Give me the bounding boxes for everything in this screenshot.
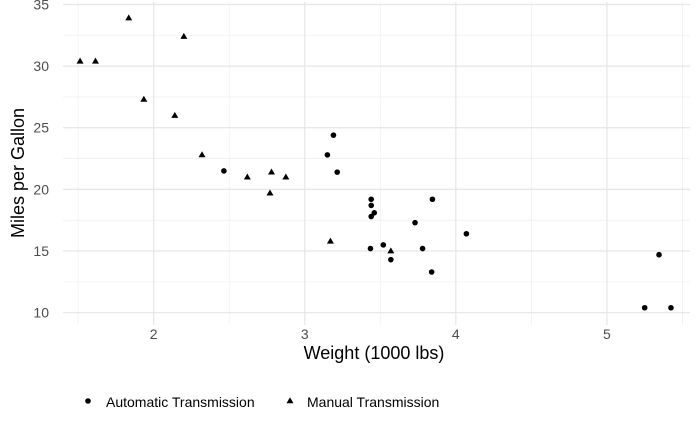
point-manual	[326, 237, 334, 244]
point-manual	[76, 57, 84, 64]
point-automatic	[368, 202, 375, 209]
point-automatic	[368, 213, 375, 220]
x-axis-title: Weight (1000 lbs)	[304, 343, 445, 363]
point-automatic	[463, 230, 470, 237]
point-automatic	[668, 304, 674, 311]
point-automatic	[656, 251, 662, 258]
y-tick-label: 25	[33, 120, 49, 136]
x-tick-label: 5	[603, 326, 611, 342]
point-manual	[125, 14, 133, 21]
point-automatic	[221, 168, 227, 174]
point-manual	[91, 57, 99, 64]
point-manual	[198, 151, 206, 158]
point-manual	[267, 168, 275, 175]
legend-label-automatic: Automatic Transmission	[106, 394, 255, 410]
legend-item-automatic: Automatic Transmission	[85, 394, 255, 410]
x-axis-ticks: 2 3 4 5	[150, 326, 611, 342]
legend-label-manual: Manual Transmission	[307, 394, 439, 410]
point-automatic	[367, 245, 374, 252]
x-tick-label: 3	[301, 326, 309, 342]
point-automatic	[428, 269, 435, 275]
point-automatic	[330, 132, 337, 138]
point-manual	[387, 247, 395, 254]
grid	[63, 2, 690, 325]
legend-circle-marker	[85, 398, 91, 404]
point-automatic	[429, 196, 436, 203]
data-points	[76, 14, 674, 311]
point-manual	[140, 95, 148, 102]
point-automatic	[412, 219, 418, 226]
point-manual	[243, 173, 251, 180]
point-automatic	[371, 210, 378, 216]
point-manual	[171, 111, 179, 118]
y-tick-label: 30	[33, 58, 49, 74]
point-manual	[180, 32, 188, 39]
x-tick-label: 2	[150, 326, 158, 342]
point-automatic	[641, 304, 648, 311]
y-axis-ticks: 10 15 20 25 30 35	[33, 0, 49, 321]
y-tick-label: 20	[33, 181, 49, 197]
y-tick-label: 15	[33, 243, 49, 259]
legend-triangle-marker	[286, 397, 294, 404]
point-manual	[266, 189, 274, 196]
x-tick-label: 4	[452, 326, 460, 342]
point-automatic	[324, 152, 331, 158]
point-automatic	[419, 245, 426, 252]
point-manual	[282, 173, 290, 180]
point-automatic	[380, 242, 387, 248]
legend: Automatic Transmission Manual Transmissi…	[85, 394, 439, 410]
y-tick-label: 35	[33, 0, 49, 12]
y-tick-label: 10	[33, 305, 49, 321]
y-axis-title: Miles per Gallon	[8, 108, 28, 238]
legend-item-manual: Manual Transmission	[286, 394, 439, 410]
point-automatic	[334, 169, 341, 175]
point-automatic	[368, 196, 375, 203]
point-automatic	[388, 256, 394, 263]
